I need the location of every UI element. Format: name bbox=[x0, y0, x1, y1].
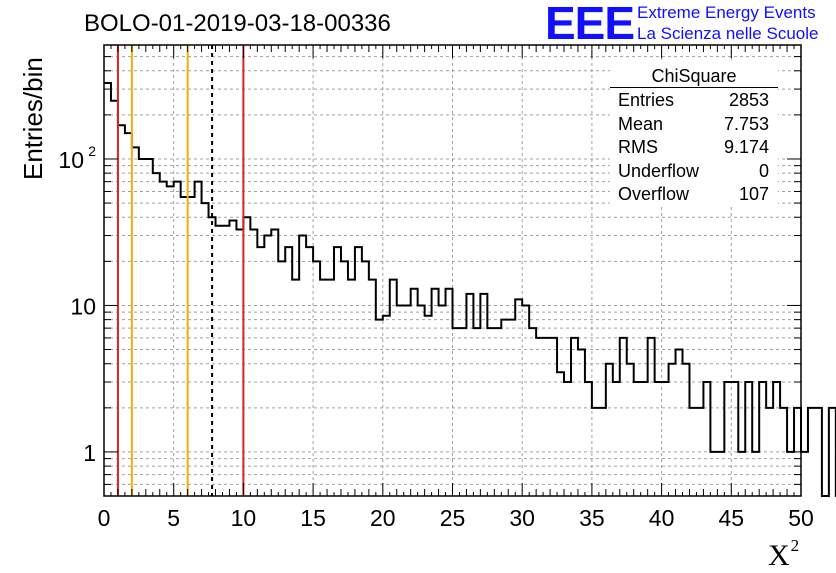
x-tick-label: 5 bbox=[167, 505, 180, 531]
stats-value: 9.174 bbox=[723, 137, 769, 157]
stats-box: ChiSquare Entries 2853 Mean 7.753 RMS 9.174… bbox=[610, 63, 778, 206]
stats-row-overflow: Overflow 107 bbox=[610, 182, 778, 206]
eee-logo: EEE bbox=[545, 0, 635, 49]
x-tick-label: 45 bbox=[719, 505, 745, 531]
stats-row-mean: Mean 7.753 bbox=[610, 112, 778, 136]
x-tick-label: 10 bbox=[231, 505, 257, 531]
x-tick-label: 15 bbox=[300, 505, 326, 531]
x-tick-label: 50 bbox=[788, 505, 814, 531]
stats-label: RMS bbox=[618, 137, 658, 157]
stats-label: Entries bbox=[618, 90, 675, 110]
stats-row-entries: Entries 2853 bbox=[610, 88, 778, 112]
logo-line-1: Extreme Energy Events bbox=[637, 3, 816, 22]
histogram-line bbox=[104, 82, 836, 497]
y-tick-label-superscript: 2 bbox=[88, 143, 96, 159]
x-tick-label: 25 bbox=[440, 505, 466, 531]
stats-value: 7.753 bbox=[723, 113, 769, 134]
stats-value: 107 bbox=[738, 184, 769, 204]
x-tick-label: 20 bbox=[370, 505, 396, 531]
stats-value: 0 bbox=[758, 160, 769, 181]
x-tick-label: 30 bbox=[509, 505, 535, 531]
y-axis-label-wrap: Entries/bin bbox=[0, 0, 48, 300]
x-tick-label: 35 bbox=[579, 505, 605, 531]
x-axis-label-superscript: 2 bbox=[790, 536, 800, 555]
x-axis-label: X2 bbox=[768, 536, 799, 573]
y-tick-label: 10 bbox=[58, 147, 84, 173]
stats-label: Overflow bbox=[618, 184, 690, 204]
logo-line-2: La Scienza nelle Scuole bbox=[637, 24, 819, 43]
stats-title: ChiSquare bbox=[610, 63, 778, 88]
stats-label: Mean bbox=[618, 113, 664, 134]
stats-value: 2853 bbox=[728, 90, 769, 110]
y-tick-label: 10 bbox=[70, 293, 96, 319]
chart-title: BOLO-01-2019-03-18-00336 bbox=[84, 10, 391, 37]
x-tick-label: 0 bbox=[98, 505, 111, 531]
y-tick-label: 1 bbox=[83, 440, 96, 466]
x-axis-label-base: X bbox=[768, 539, 790, 572]
stats-label: Underflow bbox=[618, 160, 700, 181]
stats-row-underflow: Underflow 0 bbox=[610, 159, 778, 183]
stats-row-rms: RMS 9.174 bbox=[610, 135, 778, 159]
x-tick-label: 40 bbox=[649, 505, 675, 531]
y-axis-label: Entries/bin bbox=[18, 57, 48, 180]
